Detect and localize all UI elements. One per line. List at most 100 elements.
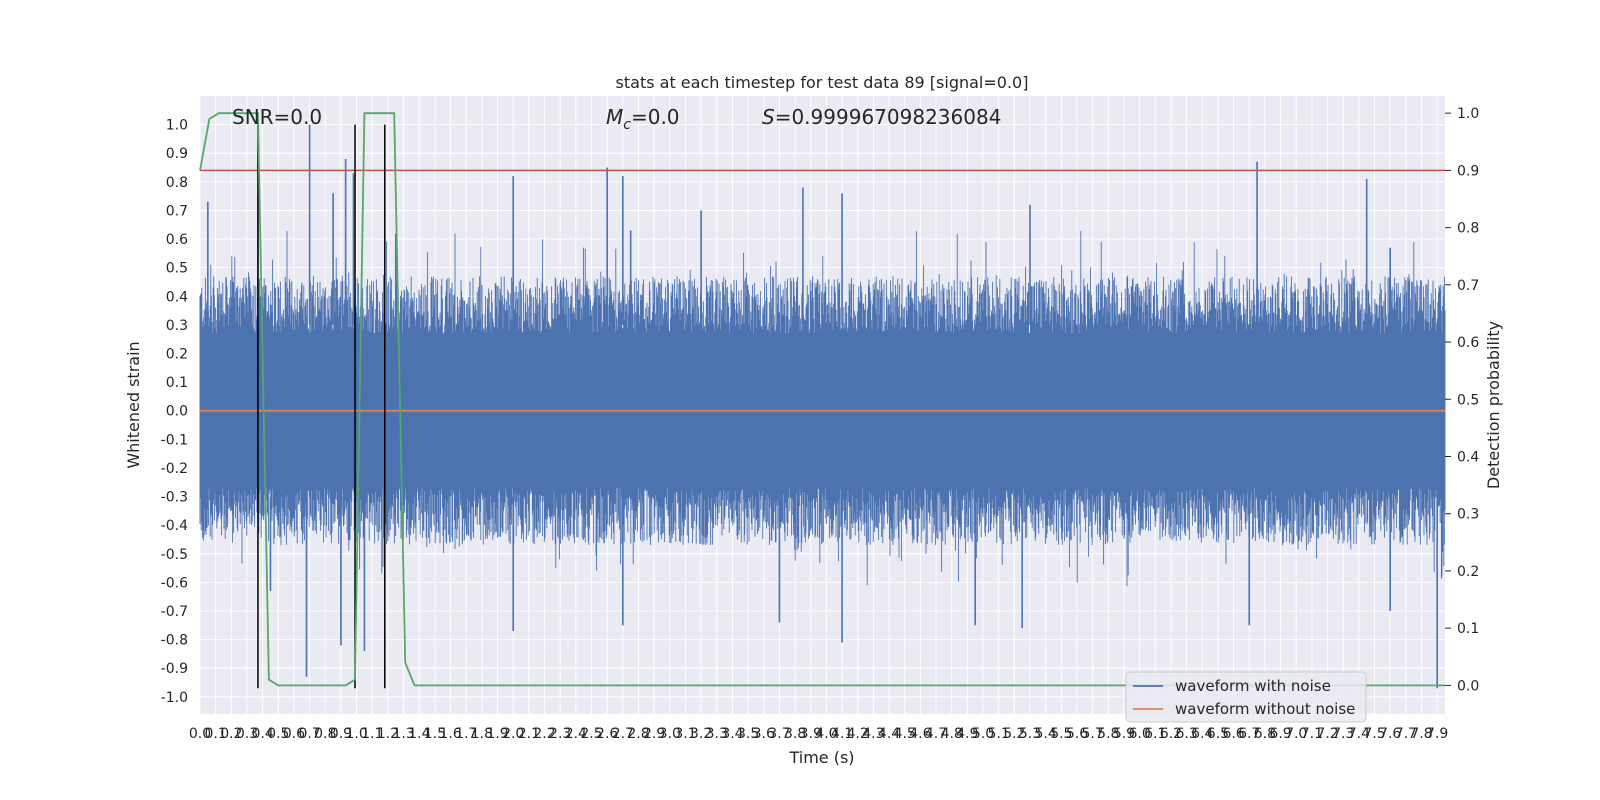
y-left-tick-label: -0.4 <box>161 518 188 534</box>
y-right-tick-label: 0.8 <box>1457 221 1479 237</box>
x-tick-label: 2.7 <box>612 726 634 742</box>
legend-box <box>1125 671 1367 723</box>
x-axis-label: Time (s) <box>788 748 854 767</box>
x-tick-label: 6.0 <box>1128 726 1150 742</box>
x-tick-label: 3.1 <box>674 726 696 742</box>
x-tick-label: 1.0 <box>345 726 367 742</box>
x-tick-label: 0.5 <box>267 726 289 742</box>
x-tick-label: 2.0 <box>502 726 524 742</box>
s-value: =0.999967098236084 <box>775 105 1002 129</box>
y-left-tick-label: -0.6 <box>161 575 188 591</box>
legend-label-waveform-without-noise: waveform without noise <box>1175 700 1355 718</box>
y-left-axis-label: Whitened strain <box>124 341 143 468</box>
x-tick-label: 5.8 <box>1097 726 1119 742</box>
x-tick-label: 6.6 <box>1222 726 1244 742</box>
x-tick-label: 3.4 <box>721 726 743 742</box>
x-tick-label: 2.5 <box>580 726 602 742</box>
x-tick-label: 5.5 <box>1050 726 1072 742</box>
y-right-tick-label: 0.6 <box>1457 335 1479 351</box>
x-tick-label: 2.1 <box>518 726 540 742</box>
x-tick-label: 7.8 <box>1410 726 1432 742</box>
x-tick-label: 6.9 <box>1269 726 1291 742</box>
x-tick-label: 3.8 <box>784 726 806 742</box>
y-right-tick-label: 0.5 <box>1457 392 1479 408</box>
x-tick-label: 5.9 <box>1113 726 1135 742</box>
x-tick-label: 1.8 <box>471 726 493 742</box>
x-tick-label: 7.9 <box>1426 726 1448 742</box>
x-tick-label: 4.3 <box>862 726 884 742</box>
x-tick-label: 3.7 <box>768 726 790 742</box>
x-tick-label: 6.8 <box>1254 726 1276 742</box>
x-tick-label: 4.0 <box>815 726 837 742</box>
x-tick-label: 5.0 <box>972 726 994 742</box>
x-tick-label: 6.3 <box>1175 726 1197 742</box>
chirp-mass-subscript: c <box>623 117 631 133</box>
y-left-tick-label: 0.0 <box>166 404 188 420</box>
x-tick-label: 0.3 <box>236 726 258 742</box>
y-left-tick-label: 1.0 <box>166 118 188 134</box>
x-tick-label: 1.3 <box>392 726 414 742</box>
y-left-tick-label: -0.2 <box>161 461 188 477</box>
x-tick-label: 7.7 <box>1395 726 1417 742</box>
x-tick-label: 1.7 <box>455 726 477 742</box>
x-tick-label: 2.3 <box>549 726 571 742</box>
y-left-tick-label: 0.2 <box>166 347 188 363</box>
x-tick-label: 1.4 <box>408 726 430 742</box>
y-right-tick-label: 0.7 <box>1457 278 1479 294</box>
y-left-tick-label: 0.6 <box>166 232 188 248</box>
x-tick-label: 7.3 <box>1332 726 1354 742</box>
x-tick-label: 2.4 <box>565 726 587 742</box>
x-tick-label: 4.7 <box>925 726 947 742</box>
x-tick-label: 5.4 <box>1035 726 1057 742</box>
y-left-tick-label: -0.8 <box>161 633 188 649</box>
x-tick-label: 4.4 <box>878 726 900 742</box>
x-tick-label: 0.6 <box>283 726 305 742</box>
x-tick-label: 0.0 <box>189 726 211 742</box>
x-tick-label: 7.0 <box>1285 726 1307 742</box>
x-tick-label: 4.2 <box>847 726 869 742</box>
x-tick-label: 0.8 <box>314 726 336 742</box>
y-left-tick-label: 0.3 <box>166 318 188 334</box>
x-tick-label: 3.6 <box>753 726 775 742</box>
x-tick-label: 1.9 <box>486 726 508 742</box>
snr-annotation: SNR=0.0 <box>232 105 322 129</box>
y-right-tick-label: 1.0 <box>1457 106 1479 122</box>
y-left-tick-label: 0.7 <box>166 203 188 219</box>
x-tick-label: 2.8 <box>627 726 649 742</box>
x-tick-label: 0.4 <box>252 726 274 742</box>
y-right-tick-label: 0.2 <box>1457 564 1479 580</box>
x-tick-label: 3.0 <box>659 726 681 742</box>
legend: waveform with noise waveform without noi… <box>1125 671 1367 723</box>
y-right-tick-label: 0.0 <box>1457 678 1479 694</box>
x-tick-label: 6.4 <box>1191 726 1213 742</box>
chirp-mass-annotation: Mc=0.0 <box>606 105 680 133</box>
chirp-mass-value: =0.0 <box>631 105 680 129</box>
y-left-tick-label: 0.9 <box>166 146 188 162</box>
x-tick-label: 6.2 <box>1160 726 1182 742</box>
x-tick-label: 5.3 <box>1019 726 1041 742</box>
x-tick-label: 4.9 <box>956 726 978 742</box>
series-lines <box>199 112 1445 689</box>
s-symbol: S <box>762 105 775 129</box>
y-left-axis-ticks: -1.0 -0.9 -0.8 -0.7 -0.6 -0.5 -0.4 -0.3 -0.2 -0.1… <box>161 118 188 706</box>
x-tick-label: 4.1 <box>831 726 853 742</box>
detection-probability-line <box>199 112 1445 687</box>
x-tick-label: 7.5 <box>1363 726 1385 742</box>
y-left-tick-label: 0.4 <box>166 289 188 305</box>
y-left-tick-label: -0.9 <box>161 661 188 677</box>
y-right-tick-label: 0.4 <box>1457 450 1479 466</box>
series-waveform-with-noise <box>199 124 1446 689</box>
x-tick-label: 0.9 <box>330 726 352 742</box>
legend-label-waveform-with-noise: waveform with noise <box>1175 677 1331 695</box>
y-right-axis-label: Detection probability <box>1484 321 1503 489</box>
x-tick-label: 2.6 <box>596 726 618 742</box>
x-tick-label: 6.7 <box>1238 726 1260 742</box>
x-tick-label: 3.2 <box>690 726 712 742</box>
x-tick-label: 3.3 <box>706 726 728 742</box>
y-left-tick-label: 0.1 <box>166 375 188 391</box>
y-left-tick-label: -0.5 <box>161 547 188 563</box>
x-tick-label: 1.5 <box>424 726 446 742</box>
y-right-tick-label: 0.3 <box>1457 507 1479 523</box>
y-right-axis-ticks: 0.0 0.1 0.2 0.3 0.4 0.5 0.6 0.7 0.8 0.9 1.0 <box>1445 106 1479 694</box>
